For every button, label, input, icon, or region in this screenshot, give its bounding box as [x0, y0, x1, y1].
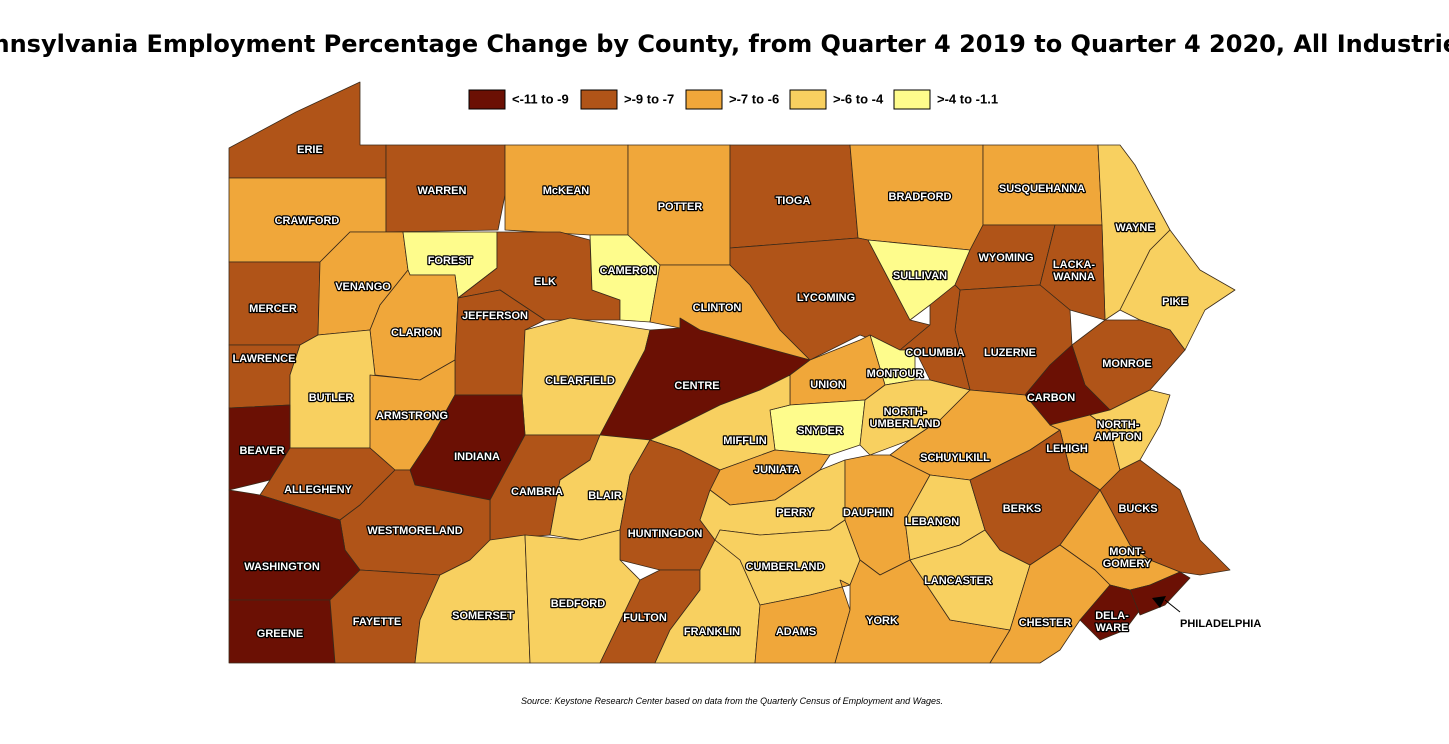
- county: [589, 234, 661, 323]
- legend-label: >-6 to -4: [833, 91, 884, 106]
- county: [385, 144, 506, 233]
- county-label: CAMERON: [600, 265, 657, 277]
- county-label: FOREST: [428, 255, 473, 267]
- county-label: BERKS: [1003, 503, 1042, 515]
- county-label: CRAWFORD: [275, 215, 340, 227]
- county-label: CAMBRIA: [511, 486, 563, 498]
- county-label: ADAMS: [776, 626, 816, 638]
- leader-line: [1164, 599, 1181, 613]
- legend-label: >-7 to -6: [729, 91, 779, 106]
- county-label: POTTER: [658, 201, 703, 213]
- county-label: PIKE: [1162, 296, 1188, 308]
- county: [228, 81, 387, 179]
- county-label: SUSQUEHANNA: [999, 183, 1085, 195]
- county-label: BEAVER: [239, 445, 284, 457]
- county: [1129, 571, 1191, 616]
- county-label: BUTLER: [309, 392, 354, 404]
- county-label: SULLIVAN: [893, 270, 947, 282]
- county-label: LACKA-WANNA: [1053, 259, 1095, 283]
- county-label: WASHINGTON: [244, 561, 320, 573]
- county-label: SCHUYLKILL: [920, 452, 990, 464]
- county: [1089, 389, 1171, 471]
- county-label: BLAIR: [588, 490, 622, 502]
- county-label: ALLEGHENY: [284, 484, 353, 496]
- county-label: PHILADELPHIA: [1180, 618, 1261, 630]
- legend-swatch: [580, 89, 618, 110]
- county-label: LUZERNE: [984, 347, 1036, 359]
- county-label: DELA-WARE: [1095, 610, 1129, 634]
- county-label: McKEAN: [543, 185, 590, 197]
- county-label: INDIANA: [454, 451, 500, 463]
- county-label: LEBANON: [905, 516, 959, 528]
- county-label: DAUPHIN: [843, 507, 893, 519]
- county: [524, 529, 641, 664]
- county-label: MERCER: [249, 303, 297, 315]
- legend-label: <-11 to -9: [512, 91, 569, 106]
- county-label: WESTMORELAND: [367, 525, 462, 537]
- county-label: LEHIGH: [1046, 443, 1088, 455]
- county-label: ELK: [534, 276, 556, 288]
- county-label: COLUMBIA: [905, 347, 964, 359]
- county-label: GREENE: [257, 628, 303, 640]
- legend-swatch: [685, 89, 723, 110]
- counties: [228, 81, 1236, 664]
- county-label: TIOGA: [776, 195, 811, 207]
- county: [289, 329, 376, 449]
- legend-label: >-9 to -7: [624, 91, 674, 106]
- county-label: ARMSTRONG: [376, 410, 448, 422]
- county-label: FAYETTE: [353, 616, 402, 628]
- arrow-head: [1152, 596, 1166, 608]
- legend-label: >-4 to -1.1: [937, 91, 998, 106]
- legend-swatch: [789, 89, 827, 110]
- county-label: JUNIATA: [754, 464, 800, 476]
- legend-swatch: [893, 89, 931, 110]
- county-label: WAYNE: [1115, 222, 1154, 234]
- county-label: HUNTINGDON: [628, 528, 703, 540]
- county-label: FRANKLIN: [684, 626, 740, 638]
- county-label: BRADFORD: [889, 191, 952, 203]
- county-label: CENTRE: [674, 380, 719, 392]
- county-label: CARBON: [1027, 392, 1075, 404]
- source-note: Source: Keystone Research Center based o…: [521, 696, 943, 706]
- county: [989, 544, 1111, 664]
- county-label: NORTH-AMPTON: [1094, 419, 1142, 443]
- county-label: VENANGO: [335, 281, 391, 293]
- county-label: BEDFORD: [551, 598, 605, 610]
- map-title: Pennsylvania Employment Percentage Chang…: [0, 30, 1449, 58]
- county-label: LYCOMING: [797, 292, 855, 304]
- county-label: JEFFERSON: [462, 310, 528, 322]
- county: [754, 579, 851, 664]
- county-label: SOMERSET: [452, 610, 514, 622]
- county-label: FULTON: [623, 612, 667, 624]
- county-label: UNION: [810, 379, 846, 391]
- county: [1039, 224, 1106, 321]
- county-label: MONTOUR: [867, 368, 924, 380]
- county-label: LAWRENCE: [233, 353, 296, 365]
- county-label: CHESTER: [1019, 617, 1072, 629]
- county-label: LANCASTER: [924, 575, 992, 587]
- county-label: MONT-GOMERY: [1103, 546, 1152, 570]
- county-label: YORK: [866, 615, 898, 627]
- legend: <-11 to -9 >-9 to -7 >-7 to -6 >-6 to -4 >-4…: [468, 89, 998, 110]
- county-label: MONROE: [1102, 358, 1152, 370]
- county-label: PERRY: [776, 507, 814, 519]
- county-label: MIFFLIN: [723, 435, 766, 447]
- county-label: CLARION: [391, 327, 441, 339]
- county-label: BUCKS: [1118, 503, 1157, 515]
- county-label: NORTH-UMBERLAND: [870, 406, 941, 430]
- legend-swatch: [468, 89, 506, 110]
- county-label: CLINTON: [693, 302, 742, 314]
- county-label: ERIE: [297, 144, 323, 156]
- county-label: CUMBERLAND: [746, 561, 825, 573]
- county-labels: ERIE CRAWFORD WARREN McKEAN POTTER TIOGA BRADF…: [231, 143, 1261, 642]
- county-label: WARREN: [418, 185, 467, 197]
- county-label: CLEARFIELD: [545, 375, 615, 387]
- county-label: SNYDER: [797, 425, 843, 437]
- county-label: WYOMING: [979, 252, 1034, 264]
